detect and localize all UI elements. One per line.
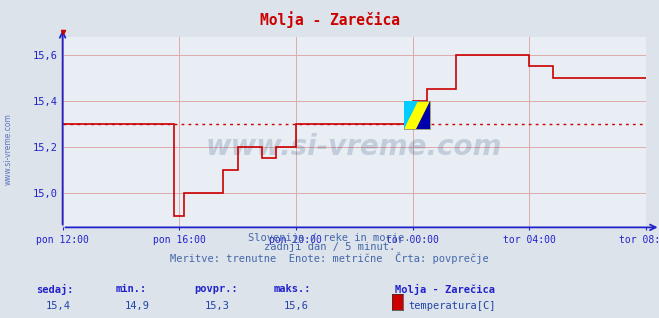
Text: min.:: min.:: [115, 284, 146, 294]
Text: Molja - Zarečica: Molja - Zarečica: [395, 284, 496, 295]
Text: www.si-vreme.com: www.si-vreme.com: [206, 133, 502, 161]
Text: 14,9: 14,9: [125, 301, 150, 311]
Text: www.si-vreme.com: www.si-vreme.com: [3, 114, 13, 185]
Bar: [404, 101, 430, 128]
Text: Slovenija / reke in morje.: Slovenija / reke in morje.: [248, 233, 411, 243]
Text: sedaj:: sedaj:: [36, 284, 74, 295]
Text: maks.:: maks.:: [273, 284, 311, 294]
Text: Molja - Zarečica: Molja - Zarečica: [260, 11, 399, 28]
Text: 15,3: 15,3: [204, 301, 229, 311]
Polygon shape: [404, 101, 418, 128]
Text: povpr.:: povpr.:: [194, 284, 238, 294]
Text: zadnji dan / 5 minut.: zadnji dan / 5 minut.: [264, 242, 395, 252]
Text: 15,4: 15,4: [46, 301, 71, 311]
Text: 15,6: 15,6: [283, 301, 308, 311]
Polygon shape: [416, 101, 430, 128]
Text: temperatura[C]: temperatura[C]: [409, 301, 496, 311]
Text: Meritve: trenutne  Enote: metrične  Črta: povprečje: Meritve: trenutne Enote: metrične Črta: …: [170, 252, 489, 264]
